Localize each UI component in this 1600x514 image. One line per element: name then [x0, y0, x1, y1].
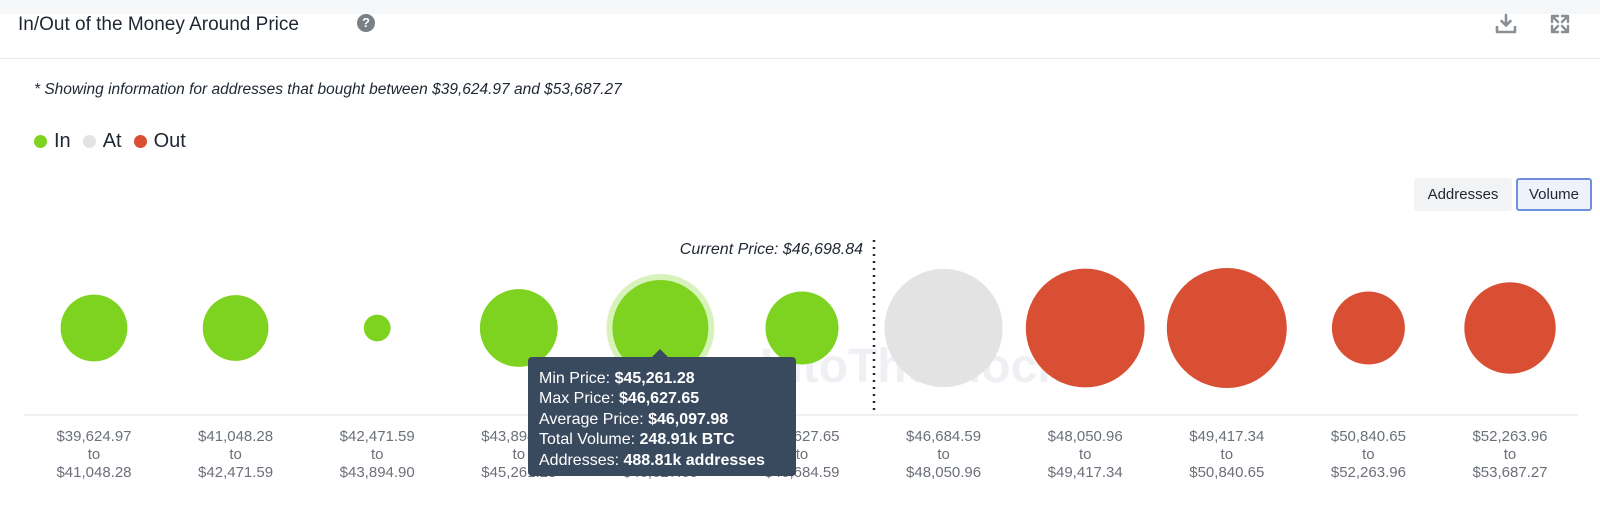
bubble-in[interactable] [60, 294, 128, 362]
tick-label-min: $48,050.96 [1048, 428, 1123, 445]
help-icon[interactable]: ? [357, 14, 375, 32]
addresses-toggle-button[interactable]: Addresses [1414, 178, 1512, 211]
chart-legend: In At Out [34, 130, 198, 153]
bubble-in[interactable] [765, 291, 839, 365]
bubble-in[interactable] [612, 280, 709, 376]
fullscreen-icon[interactable] [1548, 12, 1572, 36]
tooltip-min-label: Min Price: [539, 370, 611, 387]
tooltip-volume-value: 248.91k BTC [639, 431, 735, 449]
tooltip-max-label: Max Price: [539, 390, 615, 408]
range-note: * Showing information for addresses that… [34, 81, 622, 98]
tick-label-min: $49,417.34 [1189, 428, 1264, 445]
bubble-at[interactable] [884, 268, 1003, 388]
tick-label-max: $50,840.65 [1189, 464, 1264, 481]
volume-toggle-button[interactable]: Volume [1516, 178, 1592, 211]
tick-label-connector: to [88, 446, 101, 463]
tick-label-connector: to [1362, 446, 1375, 463]
tick-label-connector: to [229, 446, 242, 463]
tooltip-avg-value: $46,097.98 [648, 410, 729, 428]
legend-item-at[interactable]: At [82, 130, 122, 153]
panel-title: In/Out of the Money Around Price [18, 14, 299, 35]
current-price-label: Current Price: $46,698.84 [680, 241, 863, 258]
legend-dot-at [82, 135, 96, 148]
tick-label-connector: to [1079, 446, 1092, 463]
tick-label-connector: to [1221, 446, 1234, 463]
tick-label-min: $41,048.28 [198, 428, 273, 445]
tooltip-volume-row: Total Volume: 248.91k BTC [539, 430, 785, 450]
tick-label-connector: to [937, 446, 950, 463]
tick-label-max: $43,894.90 [340, 464, 415, 481]
tooltip-addresses-value: 488.81k addresses [623, 451, 765, 469]
legend-label-at: At [102, 130, 122, 152]
legend-item-out[interactable]: Out [133, 130, 186, 153]
tick-label-min: $50,840.65 [1331, 428, 1406, 445]
bubble-out[interactable] [1331, 291, 1405, 365]
legend-dot-in [34, 135, 47, 148]
tooltip-max-row: Max Price: $46,627.65 [539, 389, 785, 409]
bubble-out[interactable] [1025, 268, 1145, 388]
panel-header: In/Out of the Money Around Price ? [0, 12, 1600, 59]
bubble-out[interactable] [1166, 268, 1287, 388]
tick-label-min: $46,684.59 [906, 428, 981, 445]
tooltip-addresses-label: Addresses: [539, 451, 620, 469]
tooltip-arrow [651, 349, 669, 358]
tick-label-max: $52,263.96 [1331, 464, 1406, 481]
bubble-in[interactable] [363, 314, 391, 342]
tick-label-min: $42,471.59 [340, 428, 415, 445]
tick-label-max: $49,417.34 [1048, 464, 1123, 481]
tick-label-max: $48,050.96 [906, 464, 981, 481]
tick-label-max: $42,471.59 [198, 464, 273, 481]
bubble-in[interactable] [479, 289, 558, 367]
bubble-chart: IntoTheBlock $39,624.97to$41,048.28$41,0… [24, 240, 1578, 481]
tick-label-max: $53,687.27 [1472, 464, 1547, 481]
tooltip-volume-label: Total Volume: [539, 431, 636, 449]
tooltip-avg-label: Average Price: [539, 410, 644, 428]
legend-item-in[interactable]: In [34, 130, 71, 153]
x-axis-ticks: $39,624.97to$41,048.28$41,048.28to$42,47… [56, 428, 1547, 481]
tooltip-min-value: $45,261.28 [614, 370, 695, 387]
legend-label-in: In [54, 130, 71, 152]
tick-label-max: $41,048.28 [56, 464, 131, 481]
tick-label-connector: to [513, 446, 526, 463]
bubble-tooltip: Min Price: $45,261.28 Max Price: $46,627… [528, 357, 796, 476]
bubble-out[interactable] [1464, 282, 1556, 374]
tick-label-connector: to [796, 446, 809, 463]
bubble-group [60, 268, 1556, 388]
download-icon[interactable] [1494, 12, 1518, 36]
tooltip-min-row: Min Price: $45,261.28 [539, 369, 785, 389]
tooltip-avg-row: Average Price: $46,097.98 [539, 410, 785, 430]
top-strip [0, 0, 1600, 14]
tick-label-connector: to [371, 446, 384, 463]
tick-label-connector: to [1504, 446, 1517, 463]
tick-label-min: $52,263.96 [1472, 428, 1547, 445]
tick-label-min: $39,624.97 [56, 428, 131, 445]
legend-dot-out [133, 135, 147, 148]
bubble-in[interactable] [202, 295, 269, 361]
legend-label-out: Out [153, 130, 186, 152]
tooltip-max-value: $46,627.65 [619, 390, 700, 408]
tooltip-addresses-row: Addresses: 488.81k addresses [539, 451, 785, 471]
